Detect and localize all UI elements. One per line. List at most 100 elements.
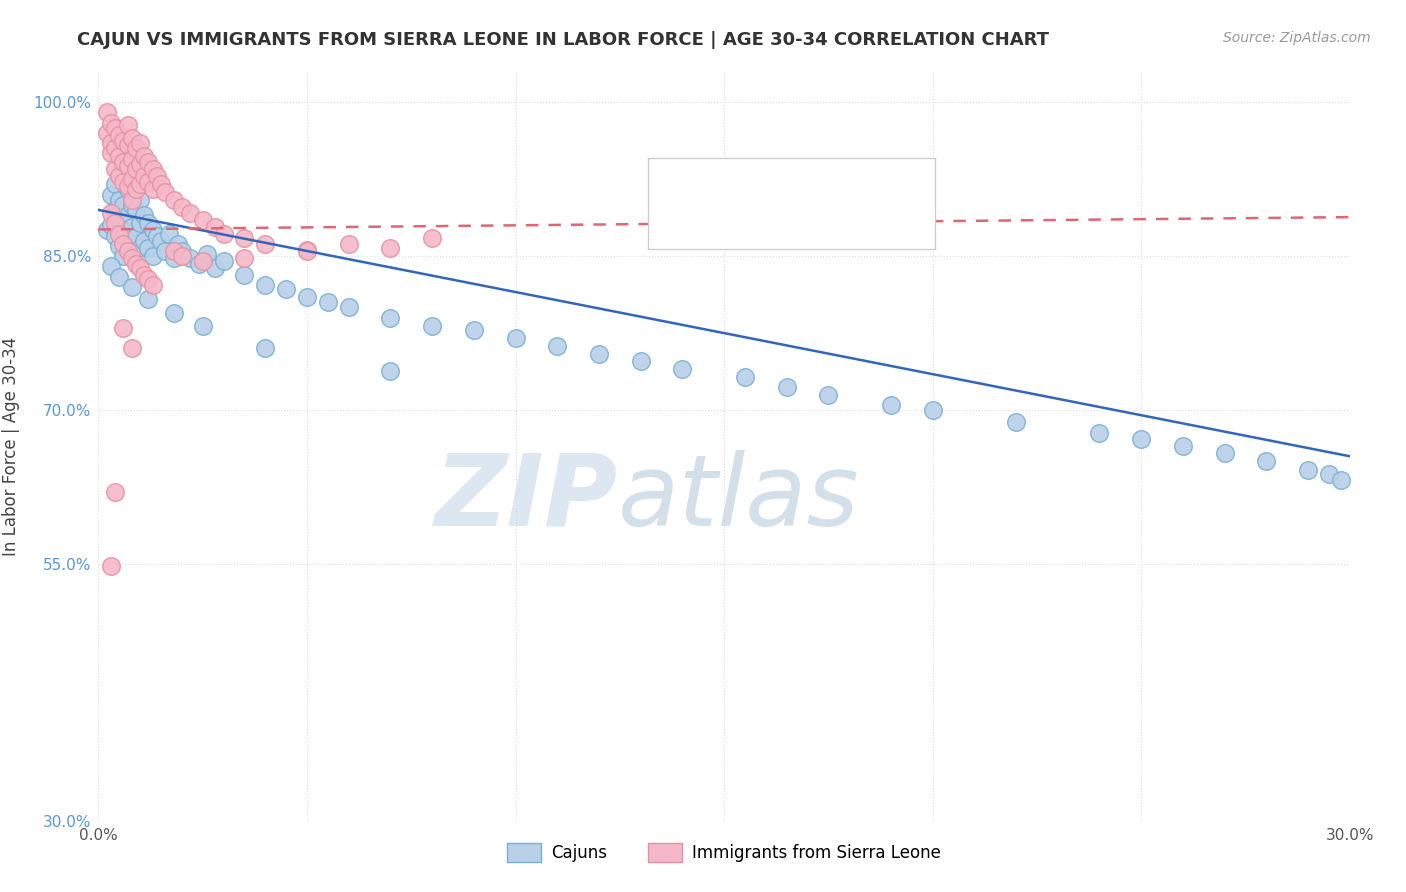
Point [138,175,160,189]
Point [96,126,118,140]
Point [153,244,176,258]
Point [166,236,188,251]
Point [142,223,165,237]
Point [100,136,122,151]
Point [134,148,156,162]
Point [108,148,131,162]
Point [121,131,143,145]
Point [117,182,139,196]
Point [129,178,152,192]
Point [179,251,201,265]
Point [104,202,127,217]
Point [117,208,139,222]
Point [295,244,318,258]
Point [138,241,160,255]
Text: atlas: atlas [617,450,859,547]
Point [1171,439,1194,453]
Point [734,370,756,384]
Point [117,118,139,132]
Point [233,268,256,282]
Point [108,213,131,227]
Point [121,280,143,294]
Point [112,175,135,189]
Point [146,228,169,243]
Point [100,219,122,233]
Point [112,236,135,251]
Point [1130,432,1153,446]
Point [104,141,127,155]
Point [112,321,135,335]
Point [380,241,402,255]
Point [100,146,122,161]
Point [138,292,160,306]
Point [138,271,160,285]
Point [630,353,652,368]
Point [108,128,131,142]
Point [921,403,943,417]
Point [162,305,184,319]
Point [170,244,193,258]
Point [117,234,139,248]
Point [463,323,485,337]
Text: N =: N = [814,192,844,207]
Point [121,342,143,356]
Point [233,230,256,244]
Point [254,342,277,356]
Point [1330,473,1353,487]
Point [1005,416,1028,430]
Point [204,261,226,276]
Point [129,241,152,255]
Text: R =: R = [702,192,730,207]
Point [1256,454,1278,468]
Point [671,362,693,376]
Point [108,169,131,183]
Point [162,251,184,265]
Point [125,228,148,243]
Point [150,178,173,192]
Point [100,559,122,574]
Point [153,186,176,200]
Point [134,169,156,183]
Point [112,154,135,169]
Text: ZIP: ZIP [434,450,617,547]
Point [195,247,218,261]
Point [96,105,118,120]
Point [187,257,209,271]
Point [129,136,152,151]
Point [191,254,214,268]
Point [129,216,152,230]
Point [380,364,402,378]
Point [142,182,165,196]
Point [121,172,143,186]
Y-axis label: In Labor Force | Age 30-34: In Labor Force | Age 30-34 [1,336,20,556]
Point [138,216,160,230]
Point [112,134,135,148]
Text: CAJUN VS IMMIGRANTS FROM SIERRA LEONE IN LABOR FORCE | AGE 30-34 CORRELATION CHA: CAJUN VS IMMIGRANTS FROM SIERRA LEONE IN… [77,31,1049,49]
Point [121,193,143,207]
Point [112,249,135,263]
Point [125,182,148,196]
Point [316,295,339,310]
Point [117,244,139,258]
Point [104,228,127,243]
Point [295,290,318,304]
Point [129,261,152,276]
Point [108,193,131,207]
Text: R =: R = [702,227,730,242]
Point [121,251,143,265]
Point [546,339,568,353]
Point [125,141,148,155]
Point [108,269,131,284]
Point [191,213,214,227]
Point [125,202,148,217]
Point [117,159,139,173]
Point [588,346,610,360]
Point [134,268,156,282]
Point [170,249,193,263]
Point [104,216,127,230]
Point [112,223,135,237]
Point [179,206,201,220]
Point [505,331,527,345]
Point [212,227,235,241]
Point [191,318,214,333]
